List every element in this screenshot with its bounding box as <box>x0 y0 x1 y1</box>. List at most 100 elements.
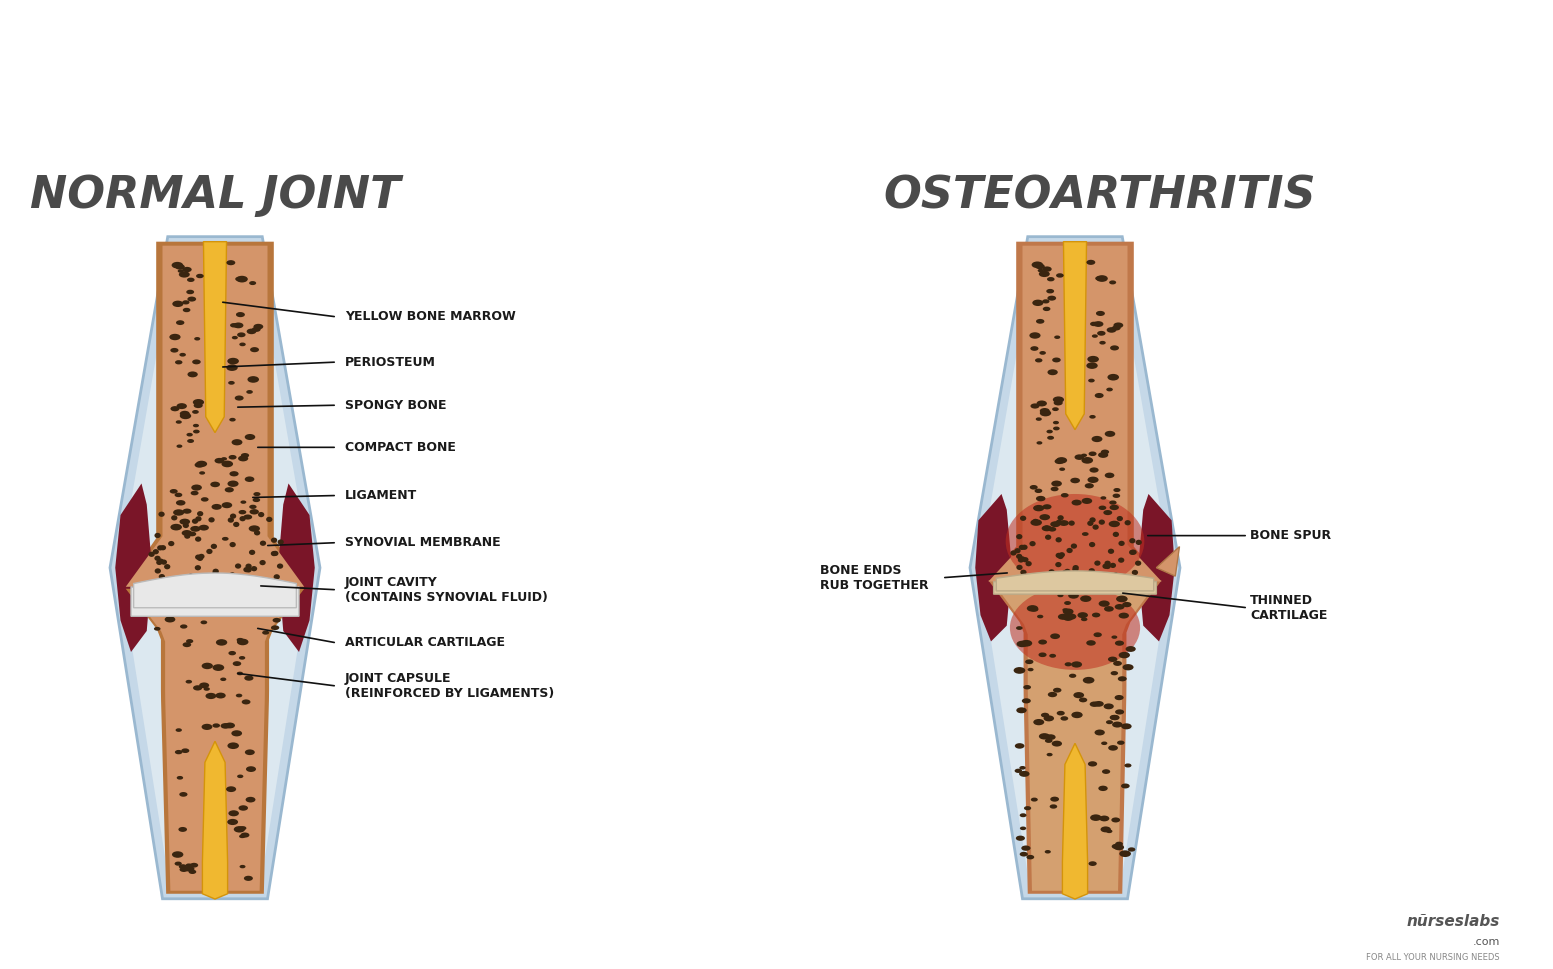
Ellipse shape <box>1104 703 1114 709</box>
Ellipse shape <box>231 336 238 339</box>
Ellipse shape <box>1095 560 1101 566</box>
Ellipse shape <box>1027 605 1039 611</box>
Ellipse shape <box>172 510 185 516</box>
Ellipse shape <box>239 516 245 521</box>
Ellipse shape <box>1045 735 1056 740</box>
Ellipse shape <box>1014 667 1025 673</box>
Ellipse shape <box>169 489 177 493</box>
Ellipse shape <box>1098 786 1107 791</box>
Ellipse shape <box>1089 379 1095 383</box>
Ellipse shape <box>1095 276 1103 281</box>
Ellipse shape <box>1112 844 1121 849</box>
Polygon shape <box>975 494 1013 641</box>
Ellipse shape <box>273 618 281 623</box>
Ellipse shape <box>1093 321 1104 327</box>
Ellipse shape <box>1104 473 1115 478</box>
Ellipse shape <box>202 575 208 579</box>
Ellipse shape <box>1033 299 1044 306</box>
Ellipse shape <box>1109 505 1118 510</box>
Ellipse shape <box>1022 557 1028 562</box>
Ellipse shape <box>1115 695 1124 701</box>
Ellipse shape <box>174 492 182 497</box>
Ellipse shape <box>1039 270 1050 277</box>
Ellipse shape <box>1117 516 1123 521</box>
Ellipse shape <box>1045 850 1051 854</box>
Ellipse shape <box>1081 617 1087 621</box>
Ellipse shape <box>186 640 193 643</box>
Ellipse shape <box>1114 844 1124 850</box>
Ellipse shape <box>247 376 259 383</box>
Ellipse shape <box>1118 557 1124 563</box>
Ellipse shape <box>194 462 203 468</box>
Ellipse shape <box>1072 711 1082 718</box>
Ellipse shape <box>1042 504 1051 510</box>
Ellipse shape <box>1053 421 1059 424</box>
Ellipse shape <box>1064 601 1072 605</box>
Ellipse shape <box>255 530 261 536</box>
Ellipse shape <box>1016 534 1022 540</box>
Ellipse shape <box>182 266 191 272</box>
Ellipse shape <box>1048 569 1054 575</box>
Ellipse shape <box>175 265 185 269</box>
Ellipse shape <box>1131 549 1137 555</box>
Ellipse shape <box>258 512 264 517</box>
Ellipse shape <box>245 434 255 440</box>
Ellipse shape <box>160 546 166 550</box>
Ellipse shape <box>253 324 264 329</box>
Text: .com: .com <box>1472 937 1500 947</box>
Ellipse shape <box>1103 564 1109 569</box>
Ellipse shape <box>203 687 210 691</box>
Ellipse shape <box>186 278 194 282</box>
Ellipse shape <box>179 271 189 277</box>
Ellipse shape <box>1072 662 1082 668</box>
Ellipse shape <box>177 445 182 448</box>
Ellipse shape <box>1023 806 1031 810</box>
Ellipse shape <box>175 750 182 754</box>
Ellipse shape <box>1104 431 1115 437</box>
Ellipse shape <box>1107 548 1114 554</box>
Ellipse shape <box>158 512 165 516</box>
Ellipse shape <box>1117 596 1127 602</box>
Text: JOINT CAVITY
(CONTAINS SYNOVIAL FLUID): JOINT CAVITY (CONTAINS SYNOVIAL FLUID) <box>345 576 548 604</box>
Ellipse shape <box>1048 692 1058 698</box>
Ellipse shape <box>193 518 199 524</box>
Ellipse shape <box>196 460 207 467</box>
Ellipse shape <box>1022 846 1031 851</box>
Ellipse shape <box>1017 557 1023 563</box>
Ellipse shape <box>1087 477 1098 483</box>
Ellipse shape <box>231 731 242 736</box>
Ellipse shape <box>1019 771 1030 777</box>
Ellipse shape <box>227 481 239 486</box>
Ellipse shape <box>1030 541 1036 547</box>
Ellipse shape <box>1090 467 1098 473</box>
Ellipse shape <box>1114 488 1121 492</box>
Ellipse shape <box>244 876 253 881</box>
Ellipse shape <box>1047 296 1056 300</box>
Ellipse shape <box>1115 842 1123 846</box>
Ellipse shape <box>253 492 261 496</box>
Ellipse shape <box>1090 702 1100 707</box>
Ellipse shape <box>154 555 160 561</box>
Ellipse shape <box>1089 452 1096 456</box>
Ellipse shape <box>1089 568 1095 574</box>
Ellipse shape <box>241 832 250 837</box>
Ellipse shape <box>1109 745 1118 751</box>
Ellipse shape <box>1020 640 1033 646</box>
Ellipse shape <box>1068 673 1076 678</box>
Ellipse shape <box>1039 652 1047 657</box>
Ellipse shape <box>222 537 228 541</box>
Text: NORMAL JOINT: NORMAL JOINT <box>30 174 401 217</box>
Ellipse shape <box>165 564 171 570</box>
Ellipse shape <box>165 616 175 622</box>
Ellipse shape <box>154 533 162 538</box>
Ellipse shape <box>169 333 180 340</box>
Ellipse shape <box>1034 488 1042 493</box>
Ellipse shape <box>1041 713 1050 717</box>
Ellipse shape <box>1118 676 1127 681</box>
Ellipse shape <box>1056 711 1065 715</box>
Ellipse shape <box>248 505 256 509</box>
Ellipse shape <box>172 262 183 268</box>
Ellipse shape <box>1104 561 1110 566</box>
Ellipse shape <box>1023 685 1031 689</box>
Ellipse shape <box>239 865 245 868</box>
